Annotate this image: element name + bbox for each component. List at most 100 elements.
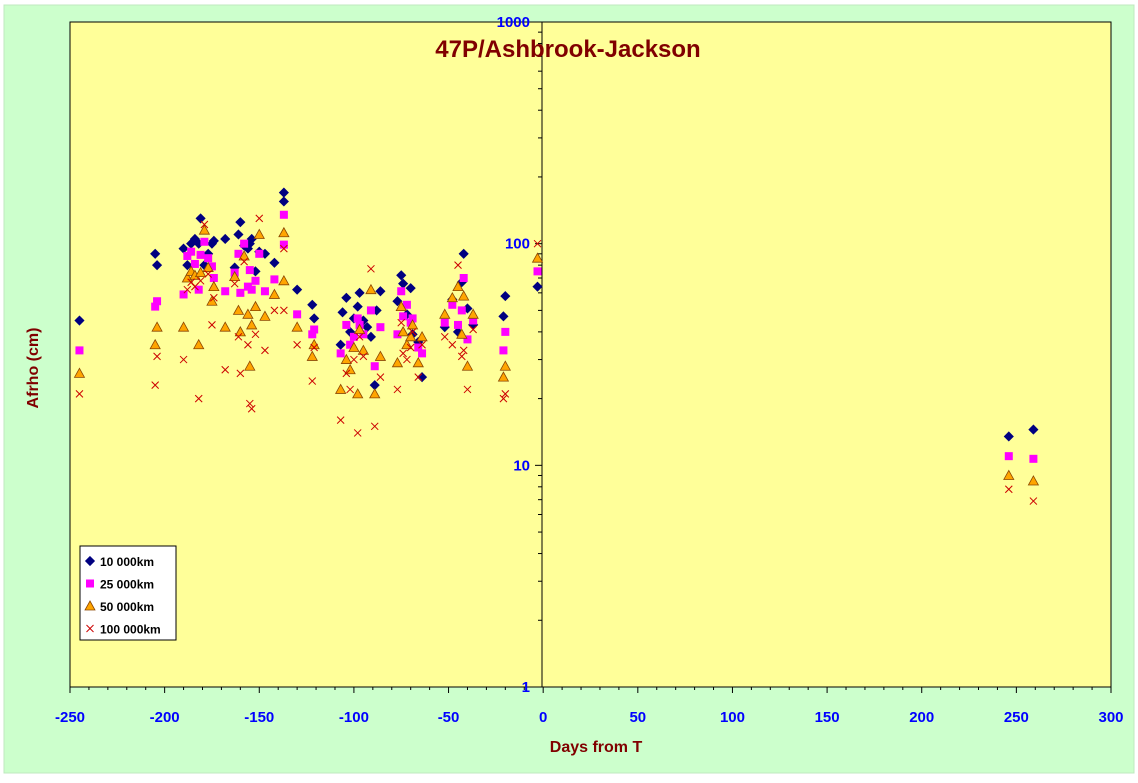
- axes: -250 -200 -150 -100 -50 0 50 100 150 200 250 300 1 10…: [55, 14, 1124, 726]
- data-point-25-000km: [533, 267, 542, 276]
- data-point-100-000km: [414, 373, 423, 381]
- x-marker-stroke: [280, 244, 288, 253]
- data-point-100-000km: [463, 385, 472, 394]
- data-point-50-000km: [219, 321, 231, 332]
- data-point-50-000km: [395, 300, 407, 312]
- y-tick-label: 1: [522, 679, 530, 696]
- x-marker-stroke: [245, 399, 254, 408]
- data-point-10-000km: [208, 235, 219, 246]
- data-point-25-000km: [459, 274, 468, 283]
- data-point-10-000km: [500, 291, 511, 302]
- data-point-25-000km: [463, 335, 472, 344]
- data-point-25-000km: [270, 275, 279, 284]
- data-point-50-000km: [405, 330, 417, 342]
- x-tick-label: 200: [909, 709, 934, 726]
- data-point-50-000km: [246, 319, 258, 330]
- x-marker-stroke: [408, 328, 417, 336]
- data-point-100-000km: [342, 369, 351, 378]
- x-tick-label: -200: [150, 709, 180, 726]
- x-tick-label: 250: [1004, 709, 1029, 726]
- data-point-100-000km: [501, 390, 510, 398]
- data-point-10-000km: [220, 233, 231, 245]
- legend-marker: [86, 624, 94, 633]
- data-point-10-000km: [195, 213, 206, 224]
- legend-label: 50 000km: [100, 600, 154, 614]
- x-marker-stroke: [179, 355, 188, 364]
- data-point-50-000km: [1027, 475, 1040, 486]
- data-point-50-000km: [308, 338, 320, 350]
- data-point-50-000km: [397, 326, 409, 337]
- data-point-10-000km: [269, 257, 280, 268]
- data-point-100-000km: [403, 355, 411, 364]
- x-marker-stroke: [261, 346, 269, 355]
- data-point-100-000km: [1029, 497, 1038, 505]
- data-point-50-000km: [369, 388, 381, 399]
- x-marker-stroke: [86, 624, 94, 633]
- data-point-25-000km: [190, 259, 199, 268]
- x-marker-stroke: [370, 422, 379, 431]
- x-marker-stroke: [200, 220, 209, 229]
- x-marker-stroke: [194, 394, 203, 403]
- y-tick-label: 1000: [497, 14, 530, 31]
- data-point-50-000km: [306, 350, 318, 361]
- data-point-25-000km: [346, 340, 355, 349]
- legend-label: 25 000km: [100, 578, 154, 592]
- data-point-25-000km: [469, 316, 478, 325]
- data-point-50-000km: [352, 388, 364, 399]
- data-point-10-000km: [1028, 424, 1039, 435]
- x-marker-stroke: [187, 278, 195, 287]
- data-point-50-000km: [149, 338, 161, 350]
- x-marker-stroke: [448, 340, 457, 349]
- x-marker-stroke: [1029, 497, 1038, 505]
- data-point-100-000km: [230, 279, 239, 288]
- data-point-100-000km: [336, 416, 345, 424]
- data-point-50-000km: [194, 266, 207, 278]
- data-point-25-000km: [279, 210, 288, 219]
- x-tick-label: -150: [244, 709, 274, 726]
- data-point-50-000km: [334, 383, 347, 394]
- data-point-100-000km: [310, 343, 319, 352]
- data-point-100-000km: [367, 264, 375, 273]
- data-point-25-000km: [260, 287, 269, 296]
- x-marker-stroke: [247, 404, 256, 413]
- data-point-100-000km: [393, 385, 402, 394]
- data-point-25-000km: [196, 250, 205, 259]
- data-point-10-000km: [74, 315, 85, 326]
- x-tick-label: -100: [339, 709, 369, 726]
- data-point-50-000km: [151, 321, 163, 332]
- data-point-25-000km: [153, 297, 162, 306]
- data-point-25-000km: [183, 251, 192, 260]
- data-point-25-000km: [151, 302, 160, 311]
- data-point-100-000km: [293, 340, 301, 349]
- data-point-100-000km: [196, 276, 205, 285]
- data-point-50-000km: [416, 330, 428, 342]
- data-point-50-000km: [291, 321, 303, 332]
- x-marker-stroke: [234, 332, 243, 341]
- data-point-25-000km: [399, 312, 408, 321]
- data-point-50-000km: [268, 288, 281, 299]
- data-point-100-000km: [244, 340, 252, 349]
- data-point-10-000km: [375, 286, 386, 297]
- x-tick-label: 0: [539, 709, 547, 726]
- data-point-10-000km: [1003, 431, 1014, 442]
- data-point-100-000km: [376, 373, 385, 381]
- data-point-100-000km: [533, 239, 542, 248]
- x-marker-stroke: [251, 330, 260, 339]
- x-marker-stroke: [355, 332, 364, 341]
- data-point-100-000km: [153, 352, 161, 361]
- data-points: [73, 187, 1040, 505]
- x-tick-label: 50: [629, 709, 646, 726]
- x-marker-stroke: [240, 257, 248, 266]
- data-point-50-000km: [467, 308, 479, 319]
- data-point-25-000km: [499, 346, 508, 355]
- data-point-50-000km: [531, 252, 544, 263]
- x-marker-stroke: [308, 377, 317, 385]
- x-marker-stroke: [454, 261, 462, 270]
- x-marker-stroke: [393, 385, 402, 394]
- data-point-10-000km: [392, 296, 403, 307]
- data-point-50-000km: [456, 328, 468, 339]
- data-point-100-000km: [194, 394, 203, 403]
- data-point-100-000km: [353, 429, 362, 437]
- data-point-100-000km: [251, 330, 260, 339]
- x-tick-label: -50: [438, 709, 460, 726]
